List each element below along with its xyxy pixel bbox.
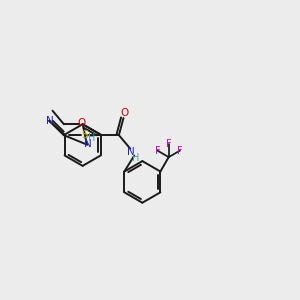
Text: N: N (128, 147, 135, 157)
Text: N: N (46, 116, 54, 126)
Text: N: N (84, 139, 92, 148)
Text: H: H (88, 133, 96, 143)
Text: O: O (120, 108, 129, 118)
Text: F: F (155, 146, 161, 156)
Text: S: S (81, 130, 88, 140)
Text: H: H (131, 153, 139, 163)
Text: F: F (166, 139, 172, 149)
Text: O: O (77, 118, 86, 128)
Text: F: F (177, 146, 183, 156)
